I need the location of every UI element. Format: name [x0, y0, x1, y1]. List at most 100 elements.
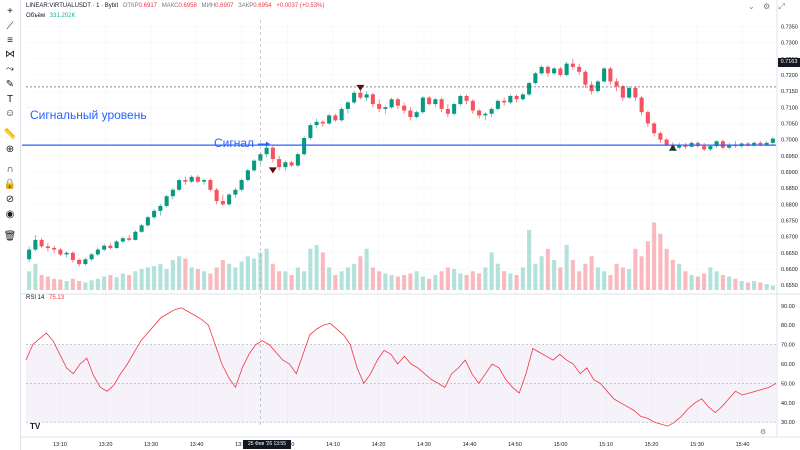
candle — [645, 110, 650, 127]
candle-body — [189, 176, 194, 182]
candle — [552, 66, 557, 75]
candle — [408, 107, 413, 121]
volume-legend[interactable]: Объём 331.202K — [26, 12, 79, 20]
candle — [220, 194, 225, 206]
signal-level-label[interactable]: Сигнальный уровень — [30, 108, 147, 122]
volume-bar — [495, 263, 500, 290]
eye-icon[interactable]: ◉ — [5, 209, 15, 220]
volume-bar — [670, 260, 675, 290]
candle — [120, 236, 125, 244]
candle — [689, 141, 694, 148]
candle-body — [289, 162, 294, 166]
candle-body — [302, 138, 307, 155]
candle-body — [345, 102, 350, 109]
volume-bar — [477, 273, 482, 290]
volume-bar — [395, 276, 400, 290]
chart-grid — [20, 0, 800, 438]
volume-bar — [283, 271, 288, 290]
lock-icon[interactable]: ⊘ — [5, 194, 15, 205]
volume-bar — [127, 275, 132, 290]
candle — [208, 178, 213, 192]
signal-label[interactable]: Сигнал — [214, 136, 255, 150]
trend-line-icon[interactable]: ⟋ — [6, 21, 14, 32]
candle — [270, 146, 275, 163]
forecast-icon[interactable]: ⤳ — [6, 64, 14, 75]
candle-body — [89, 254, 94, 260]
volume-bar — [327, 267, 332, 290]
volume-bar — [195, 269, 200, 290]
volume-bar — [502, 271, 507, 290]
volume-bar — [295, 267, 300, 290]
candle-body — [458, 95, 463, 105]
candle — [658, 131, 663, 143]
candle-body — [364, 94, 369, 98]
rsi-tick-label: 80.00 — [781, 323, 795, 329]
candle — [352, 91, 357, 105]
settings-icon[interactable]: ⚙ — [762, 2, 771, 11]
volume-bar — [733, 278, 738, 290]
time-tick-label: 15:30 — [690, 442, 704, 448]
candle-body — [408, 110, 413, 118]
volume-bar — [258, 252, 263, 290]
volume-bar — [577, 271, 582, 290]
price-tick-label: 0.6950 — [781, 154, 798, 160]
volume-label: Объём — [26, 13, 46, 19]
text-icon[interactable]: T — [6, 94, 14, 105]
close-label: ЗАКР — [238, 3, 254, 9]
volume-bar — [152, 266, 157, 290]
volume-bar — [220, 260, 225, 290]
emoji-icon[interactable]: ☺ — [4, 108, 16, 119]
candle — [695, 141, 700, 148]
fib-icon[interactable]: ≡ — [7, 35, 13, 46]
zoom-icon[interactable]: ⊕ — [5, 144, 15, 155]
volume-bar — [145, 267, 150, 290]
candle-body — [227, 194, 232, 205]
candle — [727, 142, 732, 150]
candle — [227, 192, 232, 206]
candle — [595, 79, 600, 93]
signal-arrow-head — [266, 141, 270, 147]
trash-icon[interactable]: 🗑 — [3, 231, 17, 242]
candle-body — [620, 86, 625, 98]
candle-body — [308, 125, 313, 139]
candle-body — [389, 99, 394, 108]
close-value: 0.6954 — [253, 3, 272, 9]
volume-bar — [233, 267, 238, 290]
candle-body — [220, 201, 225, 205]
candle-body — [489, 108, 494, 114]
rsi-label: RSI 14 — [26, 295, 45, 301]
low-label: МИН — [201, 3, 216, 9]
magnet-icon[interactable]: ∩ — [6, 164, 14, 175]
brush-icon[interactable]: ✎ — [5, 79, 15, 90]
volume-bar — [58, 279, 63, 290]
open-label: ОТКР — [122, 3, 139, 9]
volume-bar — [645, 241, 650, 290]
ruler-icon[interactable]: 📏 — [3, 129, 17, 140]
axis-settings-icon[interactable]: ⚙ — [760, 429, 767, 436]
symbol-title[interactable]: LINEAR:VIRTUALUSDT · 1 · Bybit — [26, 3, 119, 9]
collapse-icon[interactable]: ⌄ — [748, 2, 755, 11]
time-tick-label: 13:30 — [144, 442, 158, 448]
pattern-icon[interactable]: ⋈ — [5, 49, 15, 60]
time-tick-label: 14:30 — [417, 442, 431, 448]
candle-body — [102, 245, 107, 250]
volume-bar — [139, 269, 144, 290]
rsi-legend[interactable]: RSI 14 75.13 — [26, 294, 67, 302]
candle-body — [52, 247, 57, 250]
candle — [483, 112, 488, 121]
price-tick-label: 0.6600 — [781, 267, 798, 273]
fullscreen-icon[interactable]: ⤢ — [778, 2, 785, 11]
candle-body — [120, 238, 125, 242]
high-label: МАКС — [161, 3, 179, 9]
candle-body — [477, 110, 482, 116]
crosshair-icon[interactable]: + — [7, 6, 13, 17]
candle-body — [377, 104, 382, 109]
volume-bar — [252, 258, 257, 290]
candle-body — [183, 180, 188, 182]
tradingview-logo: TV — [30, 422, 41, 431]
lock-drawing-icon[interactable]: 🔒 — [3, 179, 17, 190]
candle — [414, 110, 419, 119]
candle — [89, 252, 94, 261]
candle — [477, 108, 482, 119]
